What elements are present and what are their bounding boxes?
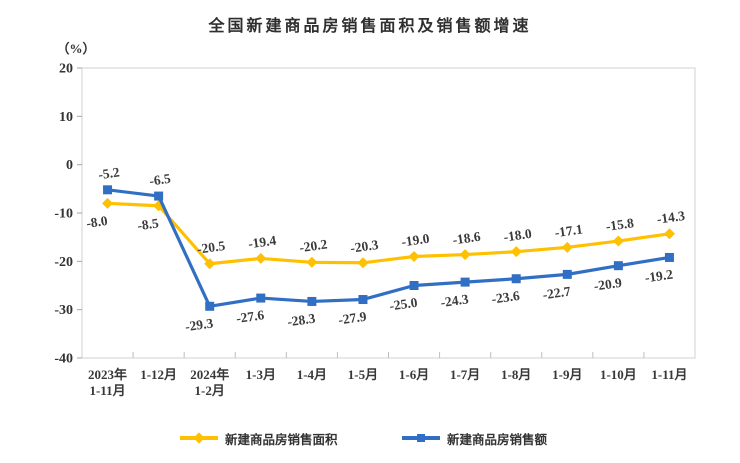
square-marker-icon xyxy=(511,274,521,284)
x-axis-category-label: 1-11月 xyxy=(651,367,687,382)
x-axis-category-label: 1-3月 xyxy=(246,367,276,382)
data-label: -19.2 xyxy=(644,267,674,286)
diamond-marker-icon xyxy=(306,256,318,268)
square-marker-icon xyxy=(256,293,266,303)
data-label: -14.3 xyxy=(656,208,686,227)
legend-item-sales-amount: 新建商品房销售额 xyxy=(402,430,548,447)
sales-amount-legend-swatch xyxy=(402,434,440,442)
chart-title: 全国新建商品房销售面积及销售额增速 xyxy=(208,18,532,35)
square-marker-icon xyxy=(613,261,623,271)
data-label: -29.3 xyxy=(184,315,214,334)
x-axis-category-label: 2024年 1-2月 xyxy=(190,367,229,398)
y-axis-tick-label: 10 xyxy=(59,110,73,125)
diamond-marker-icon xyxy=(510,246,522,258)
data-label: -27.6 xyxy=(235,307,265,326)
data-label: -22.7 xyxy=(542,284,572,303)
diamond-marker-icon xyxy=(193,432,205,444)
data-label: -23.6 xyxy=(491,288,521,307)
square-marker-icon xyxy=(205,301,215,311)
square-marker-icon xyxy=(103,185,113,195)
x-axis-category-label: 1-7月 xyxy=(450,367,480,382)
square-marker-icon xyxy=(664,252,674,262)
data-label: -20.5 xyxy=(196,238,226,257)
y-axis-unit-label: （%） xyxy=(56,41,96,56)
sales-area-line xyxy=(105,201,672,266)
square-marker-icon xyxy=(358,295,368,305)
diamond-marker-icon xyxy=(408,251,420,262)
diamond-marker-icon xyxy=(102,197,114,209)
legend-item-sales-area: 新建商品房销售面积 xyxy=(180,430,338,447)
x-axis-category-label: 2023年 1-11月 xyxy=(88,367,127,398)
legend-label-sales-area: 新建商品房销售面积 xyxy=(225,432,338,447)
x-axis-category-label: 1-5月 xyxy=(348,367,378,382)
y-axis-tick-label: -20 xyxy=(54,255,73,270)
data-label: -19.4 xyxy=(247,233,277,252)
square-marker-icon xyxy=(460,277,470,287)
y-axis-tick-label: -30 xyxy=(54,303,73,318)
diamond-marker-icon xyxy=(357,257,369,269)
square-marker-icon xyxy=(307,296,317,306)
diamond-marker-icon xyxy=(255,252,267,264)
sales-area-legend-swatch xyxy=(180,432,218,444)
data-label: -8.0 xyxy=(85,213,108,231)
legend-label-sales-amount: 新建商品房销售额 xyxy=(447,432,548,447)
x-axis-category-label: 1-9月 xyxy=(552,367,582,382)
diamond-marker-icon xyxy=(663,228,675,240)
y-axis-tick-label: -40 xyxy=(54,352,73,367)
square-marker-icon xyxy=(154,191,164,201)
y-axis-tick-label: 0 xyxy=(66,158,73,173)
data-label: -27.9 xyxy=(337,309,367,328)
data-label: -17.1 xyxy=(554,221,584,240)
x-axis-category-label: 1-4月 xyxy=(297,367,327,382)
y-axis-tick-label: -10 xyxy=(54,207,73,222)
diamond-marker-icon xyxy=(459,249,471,261)
x-axis-category-label: 1-10月 xyxy=(600,367,637,382)
data-label: -8.5 xyxy=(136,215,159,233)
y-axis-tick-label: 20 xyxy=(59,62,73,77)
data-label: -20.2 xyxy=(298,236,328,255)
data-label: -24.3 xyxy=(440,291,470,310)
data-label: -20.9 xyxy=(593,275,623,294)
data-label: -28.3 xyxy=(286,311,316,330)
data-label: -18.6 xyxy=(452,229,482,248)
plot-canvas: 20 10 0 -10 -20 -30 -40 2023年 1-11月 1-12月 2024年 1-2… xyxy=(54,62,696,398)
square-marker-icon xyxy=(409,281,419,290)
data-label: -20.3 xyxy=(349,237,379,256)
x-axis-category-label: 1-6月 xyxy=(399,367,429,382)
data-label: -25.0 xyxy=(388,295,418,314)
data-label: -19.0 xyxy=(400,231,430,250)
data-label: -15.8 xyxy=(605,215,635,234)
data-label: -18.0 xyxy=(503,226,533,245)
data-label: -5.2 xyxy=(97,164,120,182)
data-label: -6.5 xyxy=(148,171,171,189)
diamond-marker-icon xyxy=(204,258,216,270)
diamond-marker-icon xyxy=(561,241,573,253)
x-axis-category-label: 1-12月 xyxy=(140,367,177,382)
legend: 新建商品房销售面积 新建商品房销售额 xyxy=(0,430,740,450)
square-marker-icon xyxy=(417,434,425,442)
sales-amount-line xyxy=(105,188,672,308)
diamond-marker-icon xyxy=(612,235,624,247)
x-axis-category-label: 1-8月 xyxy=(501,367,531,382)
square-marker-icon xyxy=(562,269,572,279)
plot-area-border xyxy=(81,67,696,359)
